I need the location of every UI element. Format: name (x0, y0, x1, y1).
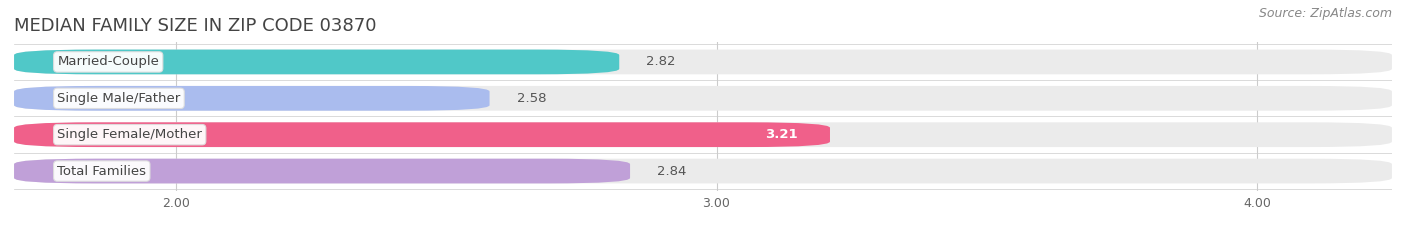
Text: 2.82: 2.82 (647, 55, 676, 69)
Text: Single Female/Mother: Single Female/Mother (58, 128, 202, 141)
FancyBboxPatch shape (14, 122, 830, 147)
Text: 2.84: 2.84 (657, 164, 686, 178)
FancyBboxPatch shape (14, 122, 1392, 147)
FancyBboxPatch shape (14, 50, 1392, 74)
FancyBboxPatch shape (14, 159, 1392, 183)
Text: Total Families: Total Families (58, 164, 146, 178)
FancyBboxPatch shape (14, 159, 630, 183)
FancyBboxPatch shape (14, 86, 1392, 111)
FancyBboxPatch shape (14, 50, 619, 74)
Text: Single Male/Father: Single Male/Father (58, 92, 180, 105)
Text: Source: ZipAtlas.com: Source: ZipAtlas.com (1258, 7, 1392, 20)
Text: Married-Couple: Married-Couple (58, 55, 159, 69)
Text: 2.58: 2.58 (516, 92, 546, 105)
FancyBboxPatch shape (14, 86, 489, 111)
Text: MEDIAN FAMILY SIZE IN ZIP CODE 03870: MEDIAN FAMILY SIZE IN ZIP CODE 03870 (14, 17, 377, 35)
Text: 3.21: 3.21 (765, 128, 797, 141)
